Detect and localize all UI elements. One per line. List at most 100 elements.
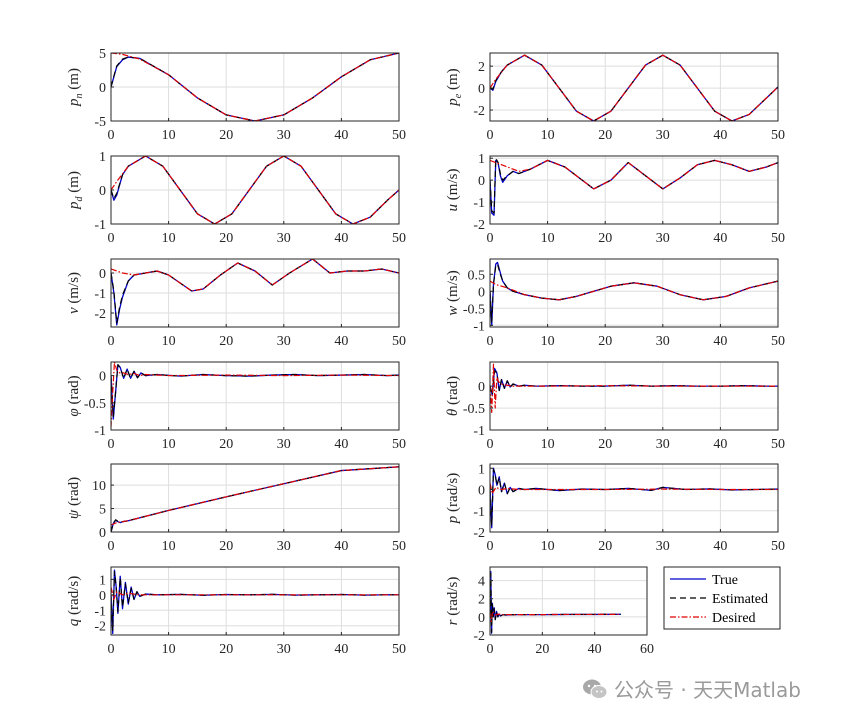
y-tick-label: 0 <box>99 81 106 96</box>
x-tick-label: 40 <box>334 437 348 452</box>
y-tick-label: 4 <box>478 575 485 590</box>
axes-background <box>111 567 399 635</box>
series-group <box>490 570 621 634</box>
series-line-desired <box>490 280 778 301</box>
y-axis-unit: (m/s) <box>66 272 82 307</box>
y-tick-label: 1 <box>99 150 106 165</box>
x-tick-label: 20 <box>598 128 612 143</box>
y-tick-label: -1 <box>94 424 106 439</box>
subplot-phi: 0 10 20 30 40 50 -1 -0.5 0 φ (rad) <box>66 361 406 452</box>
y-axis-symbol: p <box>445 515 461 524</box>
series-line-desired <box>490 159 778 190</box>
series-line-estimated <box>111 53 399 121</box>
x-tick-label: 10 <box>541 334 555 349</box>
legend-label-estimated: Estimated <box>712 592 768 607</box>
x-tick-label: 0 <box>108 642 115 657</box>
x-tick-label: 30 <box>277 231 291 246</box>
y-tick-label: 0 <box>478 174 485 189</box>
y-tick-label: -0.5 <box>463 402 485 417</box>
y-tick-label: -1 <box>94 218 106 233</box>
series-group <box>490 363 778 414</box>
x-tick-label: 50 <box>392 334 406 349</box>
subplot-v: 0 10 20 30 40 50 -2 -1 0 v (m/s) <box>66 258 406 349</box>
x-tick-label: 10 <box>162 437 176 452</box>
x-tick-label: 20 <box>598 231 612 246</box>
x-tick-label: 0 <box>487 642 494 657</box>
y-tick-label: -1 <box>473 505 485 520</box>
y-axis-unit: (m) <box>445 68 461 93</box>
x-tick-label: 50 <box>392 642 406 657</box>
x-tick-label: 20 <box>219 128 233 143</box>
series-group <box>111 259 399 326</box>
x-tick-label: 10 <box>541 539 555 554</box>
y-tick-label: 5 <box>99 503 106 518</box>
x-tick-label: 30 <box>277 539 291 554</box>
x-tick-label: 40 <box>588 642 602 657</box>
series-line-desired <box>111 156 399 224</box>
y-tick-label: 1 <box>478 462 485 477</box>
y-tick-label: 0 <box>478 380 485 395</box>
axes-frame <box>489 52 779 122</box>
series-group <box>490 261 778 326</box>
y-tick-label: -1 <box>473 319 485 334</box>
x-tick-label: 50 <box>771 231 785 246</box>
x-tick-label: 50 <box>392 128 406 143</box>
legend-label-true: True <box>712 573 738 588</box>
y-axis-symbol: ψ <box>66 509 82 519</box>
y-axis-label-v: v (m/s) <box>66 272 82 314</box>
y-axis-symbol: p <box>66 201 82 210</box>
y-axis-label-w: w (m/s) <box>445 270 461 315</box>
y-axis-symbol: p <box>445 98 461 107</box>
x-tick-label: 20 <box>219 539 233 554</box>
series-group <box>490 54 778 121</box>
axes-background <box>490 567 647 635</box>
watermark-text: 公众号 · 天天Matlab <box>614 678 801 702</box>
series-group <box>490 467 778 529</box>
x-tick-label: 20 <box>219 642 233 657</box>
y-axis-symbol: u <box>445 204 461 212</box>
subplot-psi: 0 10 20 30 40 50 0 5 10 ψ (rad) <box>66 463 406 554</box>
axes-background <box>111 464 399 532</box>
x-tick-label: 20 <box>219 231 233 246</box>
series-group <box>111 466 399 532</box>
series-group <box>111 156 399 224</box>
x-tick-label: 50 <box>392 539 406 554</box>
x-tick-label: 30 <box>277 642 291 657</box>
y-axis-label-phi: φ (rad) <box>66 375 82 416</box>
x-tick-label: 10 <box>162 539 176 554</box>
y-axis-subscript: d <box>74 195 85 201</box>
x-tick-label: 50 <box>771 437 785 452</box>
y-axis-unit: (m/s) <box>445 270 461 305</box>
y-tick-label: 10 <box>92 479 106 494</box>
y-axis-unit: (rad/s) <box>66 576 82 619</box>
axes-frame <box>489 361 779 431</box>
series-line-desired <box>111 586 399 601</box>
series-line-desired <box>490 54 778 121</box>
series-group <box>490 157 778 216</box>
y-tick-label: 0 <box>99 370 106 385</box>
y-tick-label: -1 <box>473 424 485 439</box>
y-tick-label: 1 <box>478 152 485 167</box>
x-tick-label: 10 <box>541 128 555 143</box>
x-tick-label: 60 <box>640 642 654 657</box>
series-line-desired <box>490 363 778 414</box>
x-tick-label: 0 <box>487 437 494 452</box>
series-group <box>111 53 399 121</box>
x-tick-label: 0 <box>108 539 115 554</box>
y-axis-label-pe: pe (m) <box>445 68 464 106</box>
x-tick-label: 0 <box>487 334 494 349</box>
watermark: 公众号 · 天天Matlab <box>582 674 801 703</box>
series-line-estimated <box>111 156 399 224</box>
x-tick-label: 20 <box>598 539 612 554</box>
y-tick-label: -0.5 <box>84 397 106 412</box>
axes-background <box>490 464 778 532</box>
y-tick-label: -0.5 <box>463 302 485 317</box>
y-axis-unit: (m) <box>66 68 82 93</box>
y-tick-label: -1 <box>94 287 106 302</box>
axes-frame <box>489 155 779 225</box>
x-tick-label: 30 <box>277 128 291 143</box>
x-tick-label: 40 <box>334 642 348 657</box>
